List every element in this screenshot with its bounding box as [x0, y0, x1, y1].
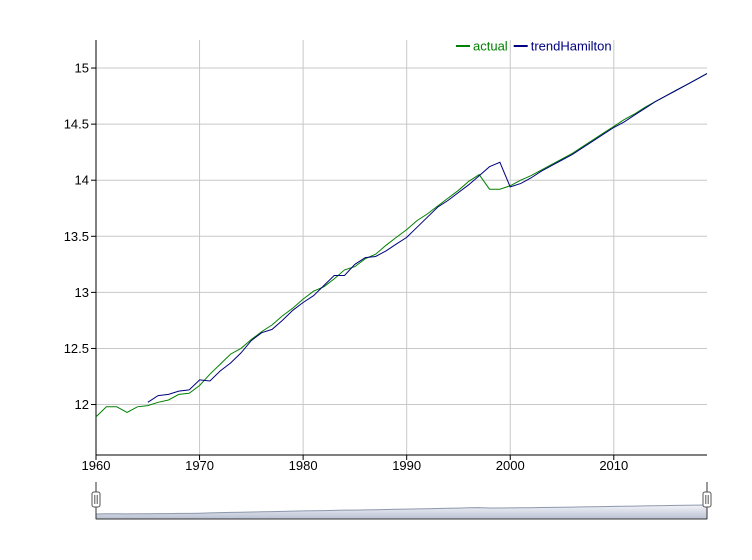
- y-tick-label: 14.5: [64, 117, 89, 132]
- grid: [95, 40, 707, 455]
- series-layer: [95, 73, 708, 418]
- legend-label-actual: actual: [473, 39, 508, 54]
- x-tick-label: 1970: [185, 458, 214, 473]
- x-tick-label: 1990: [392, 458, 421, 473]
- range-selector[interactable]: [91, 482, 712, 520]
- y-tick-label: 14: [75, 173, 89, 188]
- tick-labels: 1960 1970 1980 1990 2000 2010 12 12.5 13 13.5 14 14…: [64, 61, 629, 473]
- series-line-actual: [95, 73, 708, 418]
- x-tick-label: 2000: [496, 458, 525, 473]
- range-handle-right[interactable]: [702, 491, 712, 508]
- legend: actual trendHamilton: [456, 39, 612, 54]
- legend-label-trendHamilton: trendHamilton: [531, 39, 612, 54]
- x-tick-label: 1980: [289, 458, 318, 473]
- y-tick-label: 12.5: [64, 341, 89, 356]
- range-handle-left[interactable]: [91, 491, 101, 508]
- y-tick-label: 13.5: [64, 229, 89, 244]
- x-tick-label: 1960: [82, 458, 111, 473]
- y-tick-label: 12: [75, 397, 89, 412]
- x-tick-label: 2010: [599, 458, 628, 473]
- y-tick-label: 15: [75, 61, 89, 76]
- axes: [91, 40, 707, 460]
- series-line-trendHamilton: [147, 73, 708, 403]
- range-handle-grip[interactable]: [91, 491, 101, 508]
- y-tick-label: 13: [75, 285, 89, 300]
- range-handle-grip[interactable]: [702, 491, 712, 508]
- range-overview-area: [95, 504, 708, 520]
